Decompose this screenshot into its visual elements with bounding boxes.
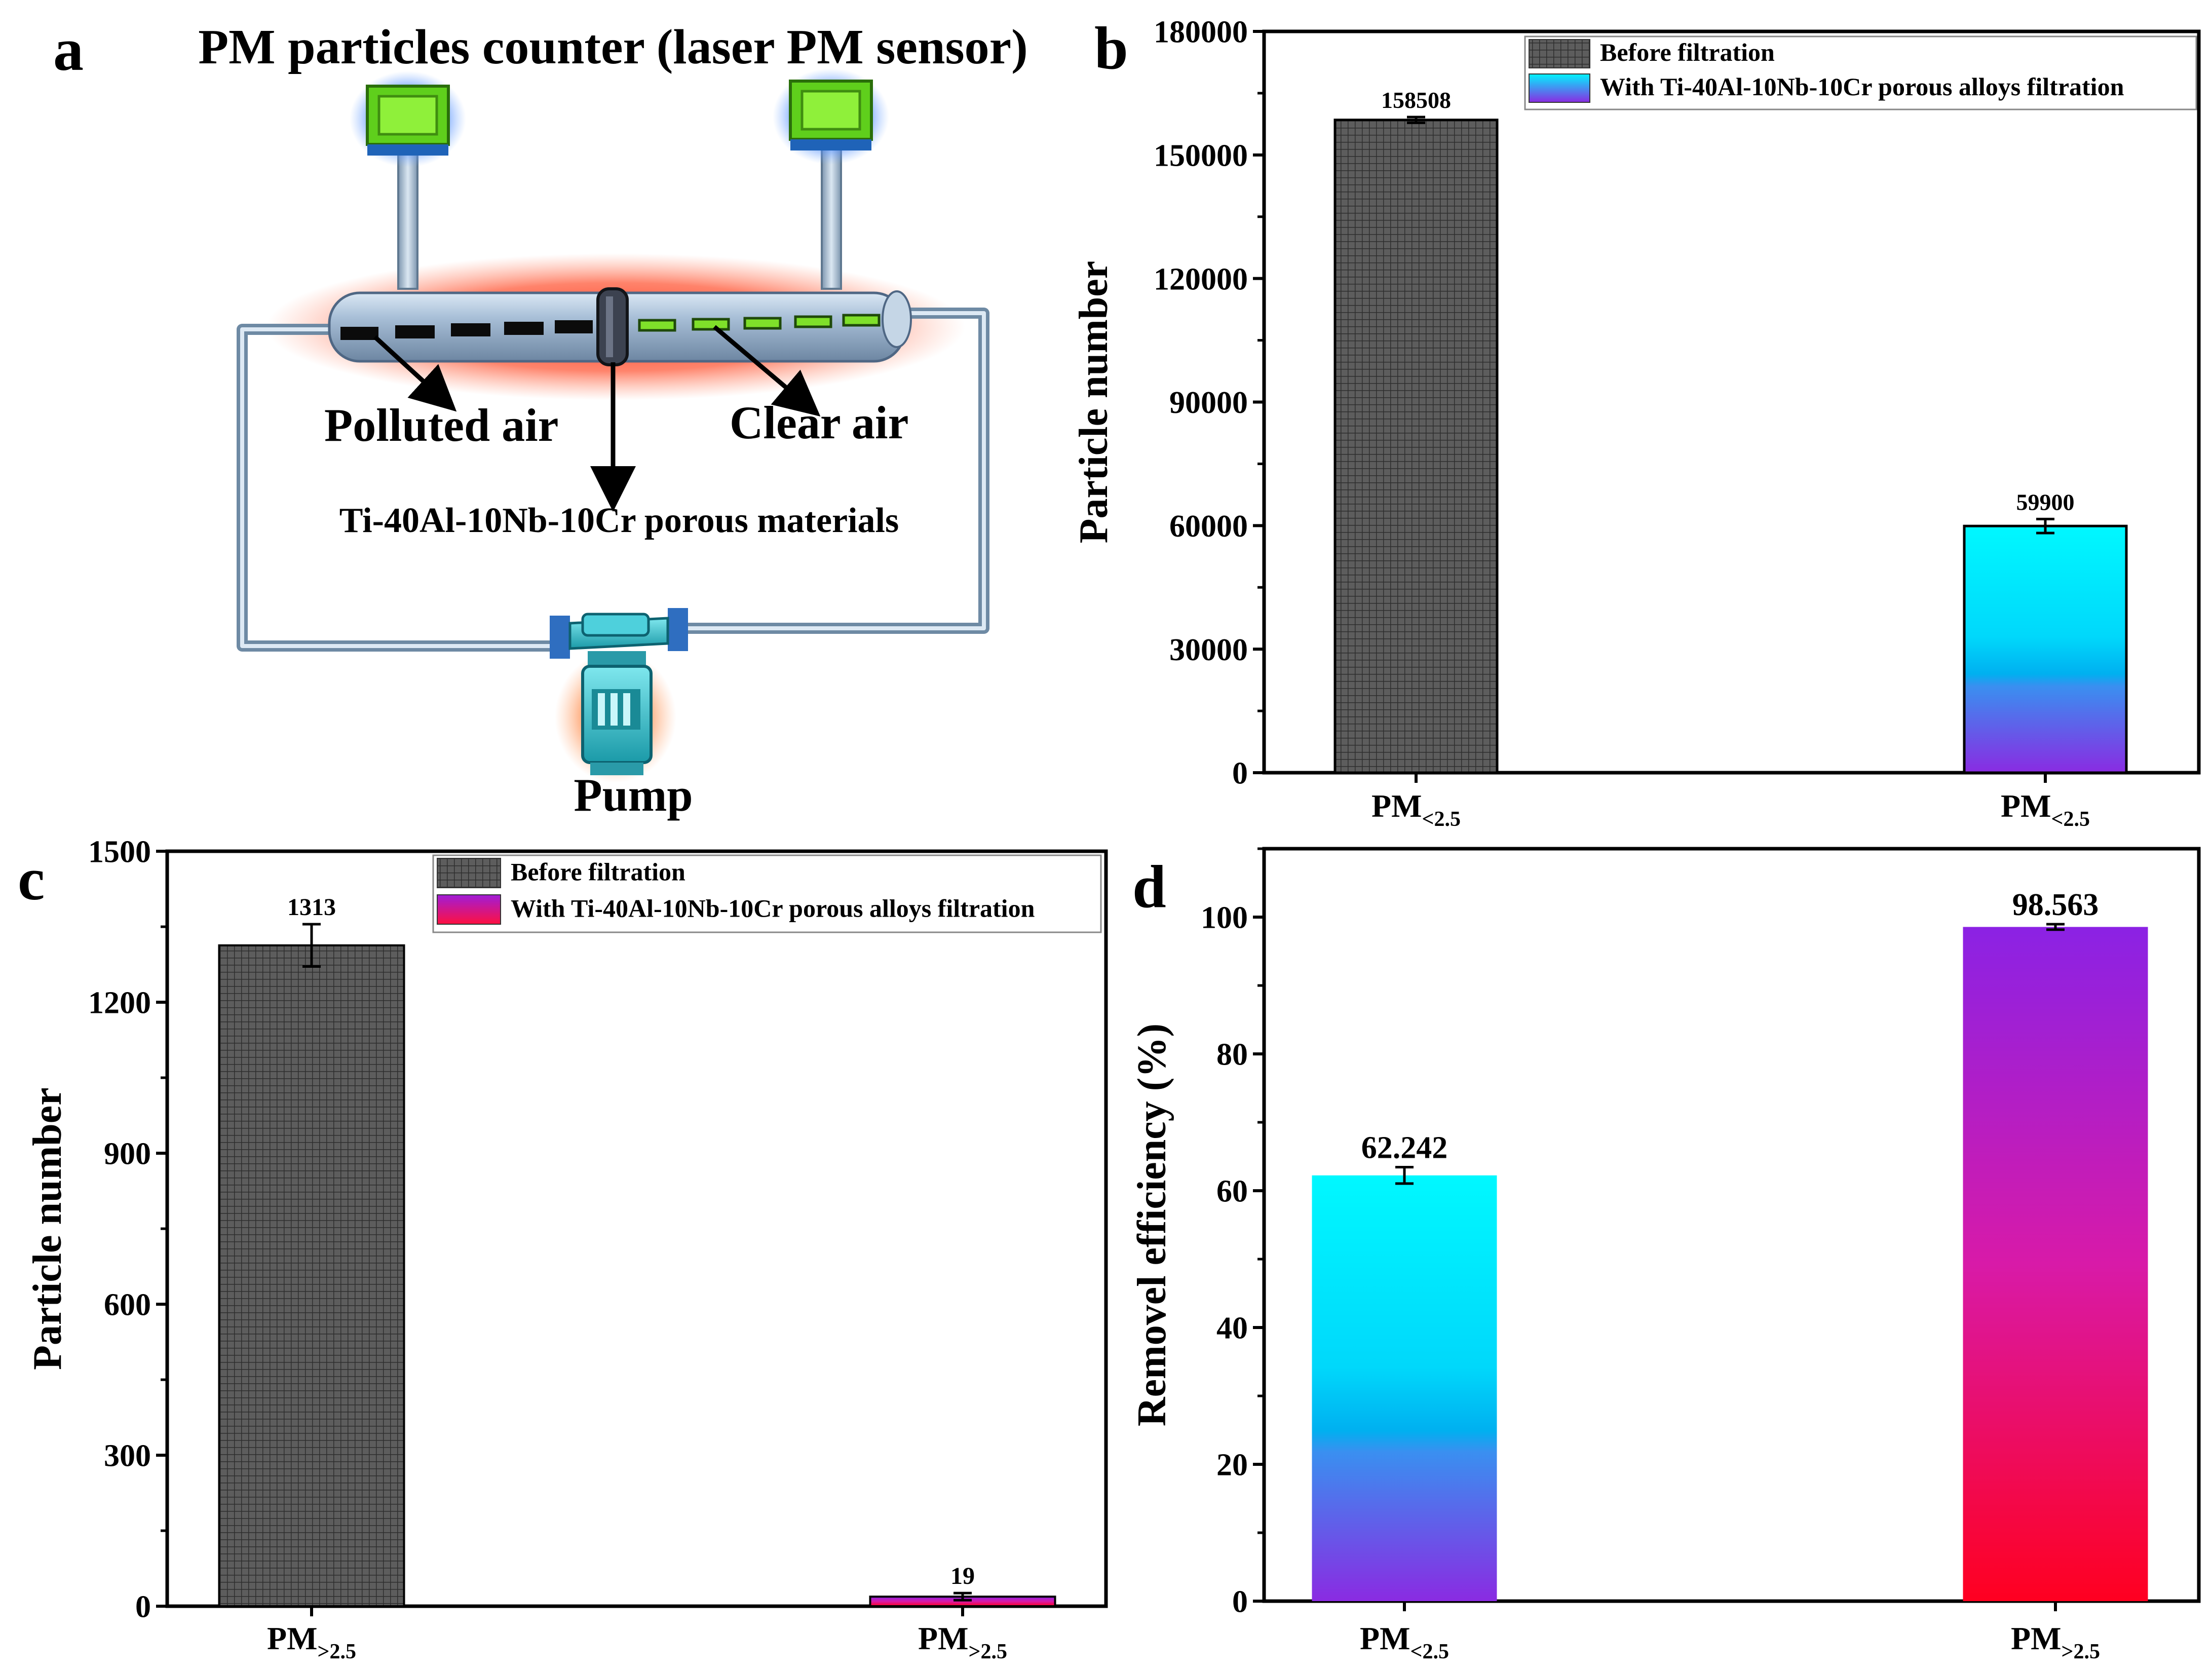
clear-particles [638, 314, 881, 332]
label-porous-material: Ti-40Al-10Nb-10Cr porous materials [339, 501, 899, 540]
legend-swatch-1 [437, 858, 501, 888]
error-bar-2 [2046, 923, 2065, 931]
x-tick-label-2: PM>2.5 [2011, 1620, 2100, 1663]
legend-entry-2: With Ti-40Al-10Nb-10Cr porous alloys fil… [1600, 72, 2124, 101]
label-clear-air: Clear air [730, 397, 908, 448]
data-label-2: 59900 [2016, 489, 2075, 515]
sensor-right-icon [773, 68, 889, 290]
data-label-2: 98.563 [2012, 888, 2099, 922]
y-tick-label: 600 [104, 1288, 151, 1322]
legend-box [1524, 35, 2197, 110]
pump-icon [550, 608, 688, 783]
panel-letter-b: b [1094, 14, 1128, 82]
y-tick-label: 30000 [1169, 633, 1248, 667]
label-polluted-air: Polluted air [324, 399, 559, 451]
error-bar-1 [302, 923, 321, 968]
legend: Before filtration With Ti-40Al-10Nb-10Cr … [1524, 35, 2197, 110]
arrow-clear [713, 325, 821, 417]
y-tick-label: 40 [1216, 1311, 1248, 1346]
chart-d-removal-efficiency: 0 20 40 60 80 100 Removel efficiency (%) 62.242… [1130, 847, 2201, 1663]
data-label-2: 19 [950, 1563, 975, 1589]
y-tick-label: 60000 [1169, 509, 1248, 544]
label-pump: Pump [574, 769, 693, 821]
panel-a-schematic: a PM particles counter (laser PM sensor) [53, 16, 1028, 821]
y-tick-label: 150000 [1154, 139, 1248, 173]
legend-entry-2: With Ti-40Al-10Nb-10Cr porous alloys fil… [511, 894, 1035, 923]
bar-2 [1963, 927, 2148, 1601]
polluted-particles [340, 320, 593, 340]
error-bar-1 [1407, 116, 1425, 124]
chart-c-pm-gt-2.5-count: 0 300 600 900 1200 1500 Particle number 1313 PM>… [25, 835, 1108, 1663]
y-tick-label: 1200 [88, 986, 151, 1020]
bar-1 [1333, 119, 1499, 774]
y-tick-label: 0 [135, 1590, 151, 1624]
x-tick-label-2: PM>2.5 [918, 1620, 1007, 1663]
panel-letter-c: c [18, 845, 45, 913]
legend-box [432, 854, 1102, 933]
x-tick-label-1: PM>2.5 [267, 1620, 356, 1663]
y-axis-label: Particle number [1072, 261, 1116, 544]
error-bar-2 [2036, 517, 2054, 535]
y-tick-label: 900 [104, 1137, 151, 1171]
bar-1 [1312, 1175, 1497, 1601]
y-axis-label: Particle number [25, 1087, 70, 1370]
bar-1 [218, 944, 405, 1607]
error-bar-1 [1395, 1166, 1414, 1185]
y-tick-label: 180000 [1154, 15, 1248, 50]
x-tick-label-1: PM<2.5 [1371, 788, 1461, 831]
porous-filter-disc [596, 287, 629, 366]
y-tick-label: 20 [1216, 1448, 1248, 1483]
legend-swatch-1 [1529, 39, 1590, 68]
chart-b-pm-lt-2.5-count: 0 30000 60000 90000 120000 150000 180000 Partic… [1072, 15, 2201, 831]
y-tick-label: 100 [1201, 901, 1248, 935]
y-tick-label: 1500 [88, 835, 151, 869]
data-label-1: 1313 [287, 894, 336, 921]
error-bar-2 [954, 1592, 972, 1602]
y-tick-label: 300 [104, 1439, 151, 1473]
x-tick-label-2: PM<2.5 [2001, 788, 2090, 831]
legend-entry-1: Before filtration [1600, 38, 1775, 66]
sensor-left-icon [350, 71, 466, 290]
plot-frame [1262, 847, 2201, 1603]
y-tick-label: 90000 [1169, 386, 1248, 420]
data-label-1: 62.242 [1361, 1131, 1448, 1165]
y-tick-label: 60 [1216, 1175, 1248, 1209]
y-tick-label: 120000 [1154, 262, 1248, 296]
panel-letter-a: a [53, 16, 84, 83]
panel-letter-d: d [1132, 853, 1166, 920]
legend: Before filtration With Ti-40Al-10Nb-10Cr … [432, 854, 1102, 933]
y-tick-label: 80 [1216, 1038, 1248, 1072]
y-tick-label: 0 [1232, 756, 1248, 791]
arrow-polluted [373, 335, 457, 412]
schematic-title: PM particles counter (laser PM sensor) [198, 20, 1027, 74]
x-tick-label-1: PM<2.5 [1360, 1620, 1449, 1663]
y-axis-label: Removel efficiency (%) [1130, 1024, 1174, 1426]
bar-2 [1963, 524, 2128, 774]
data-label-1: 158508 [1381, 87, 1451, 113]
legend-entry-1: Before filtration [511, 858, 685, 886]
y-tick-label: 0 [1232, 1585, 1248, 1619]
legend-swatch-2 [1529, 73, 1590, 103]
legend-swatch-2 [437, 894, 501, 925]
